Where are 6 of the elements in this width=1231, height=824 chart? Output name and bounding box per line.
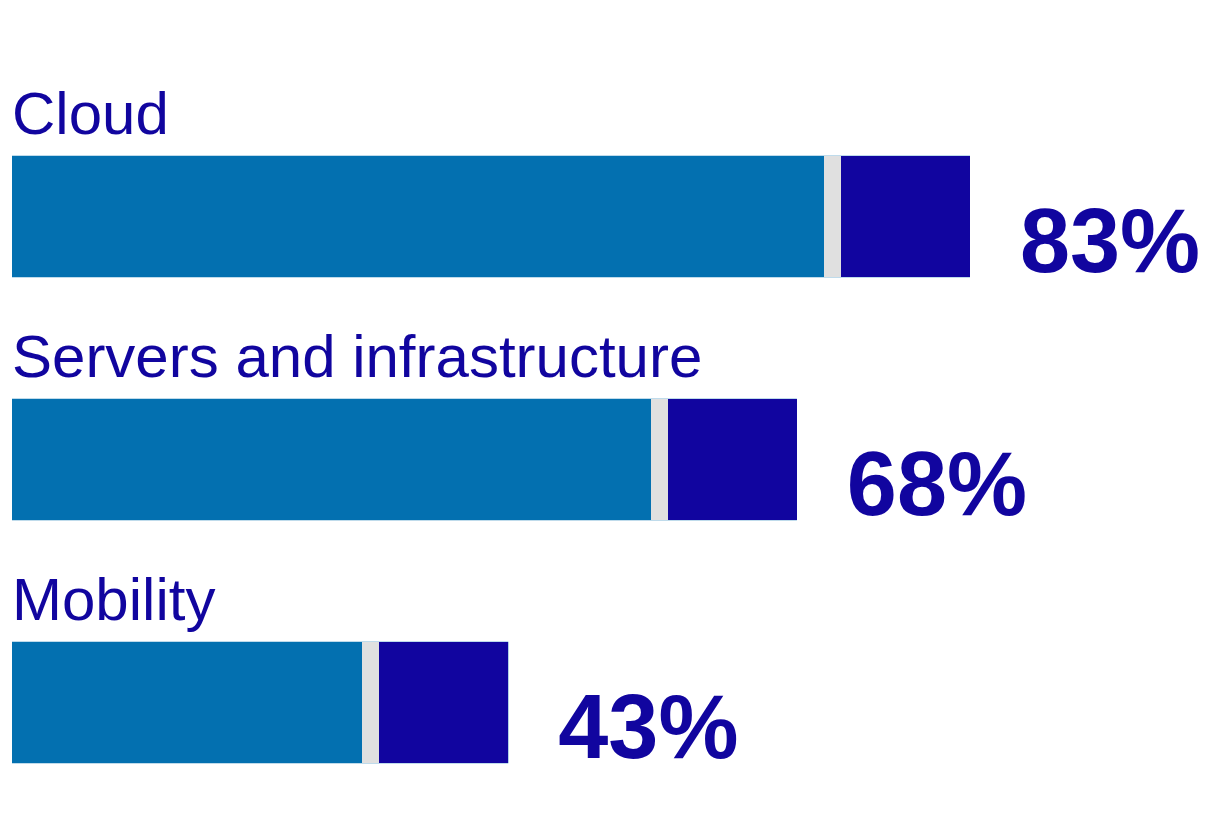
y-tick-label: Mobility xyxy=(12,565,216,633)
y-tick-label: Servers and infrastructure xyxy=(12,322,703,390)
data-label: 68% xyxy=(846,433,1028,534)
data-label: 83% xyxy=(1020,190,1201,291)
y-tick-label: Cloud xyxy=(12,79,169,147)
data-label: 43% xyxy=(558,676,739,777)
